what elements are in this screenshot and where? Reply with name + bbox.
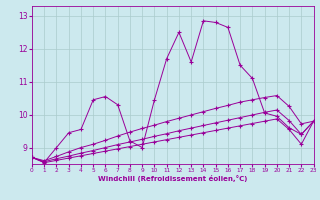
X-axis label: Windchill (Refroidissement éolien,°C): Windchill (Refroidissement éolien,°C) — [98, 175, 247, 182]
